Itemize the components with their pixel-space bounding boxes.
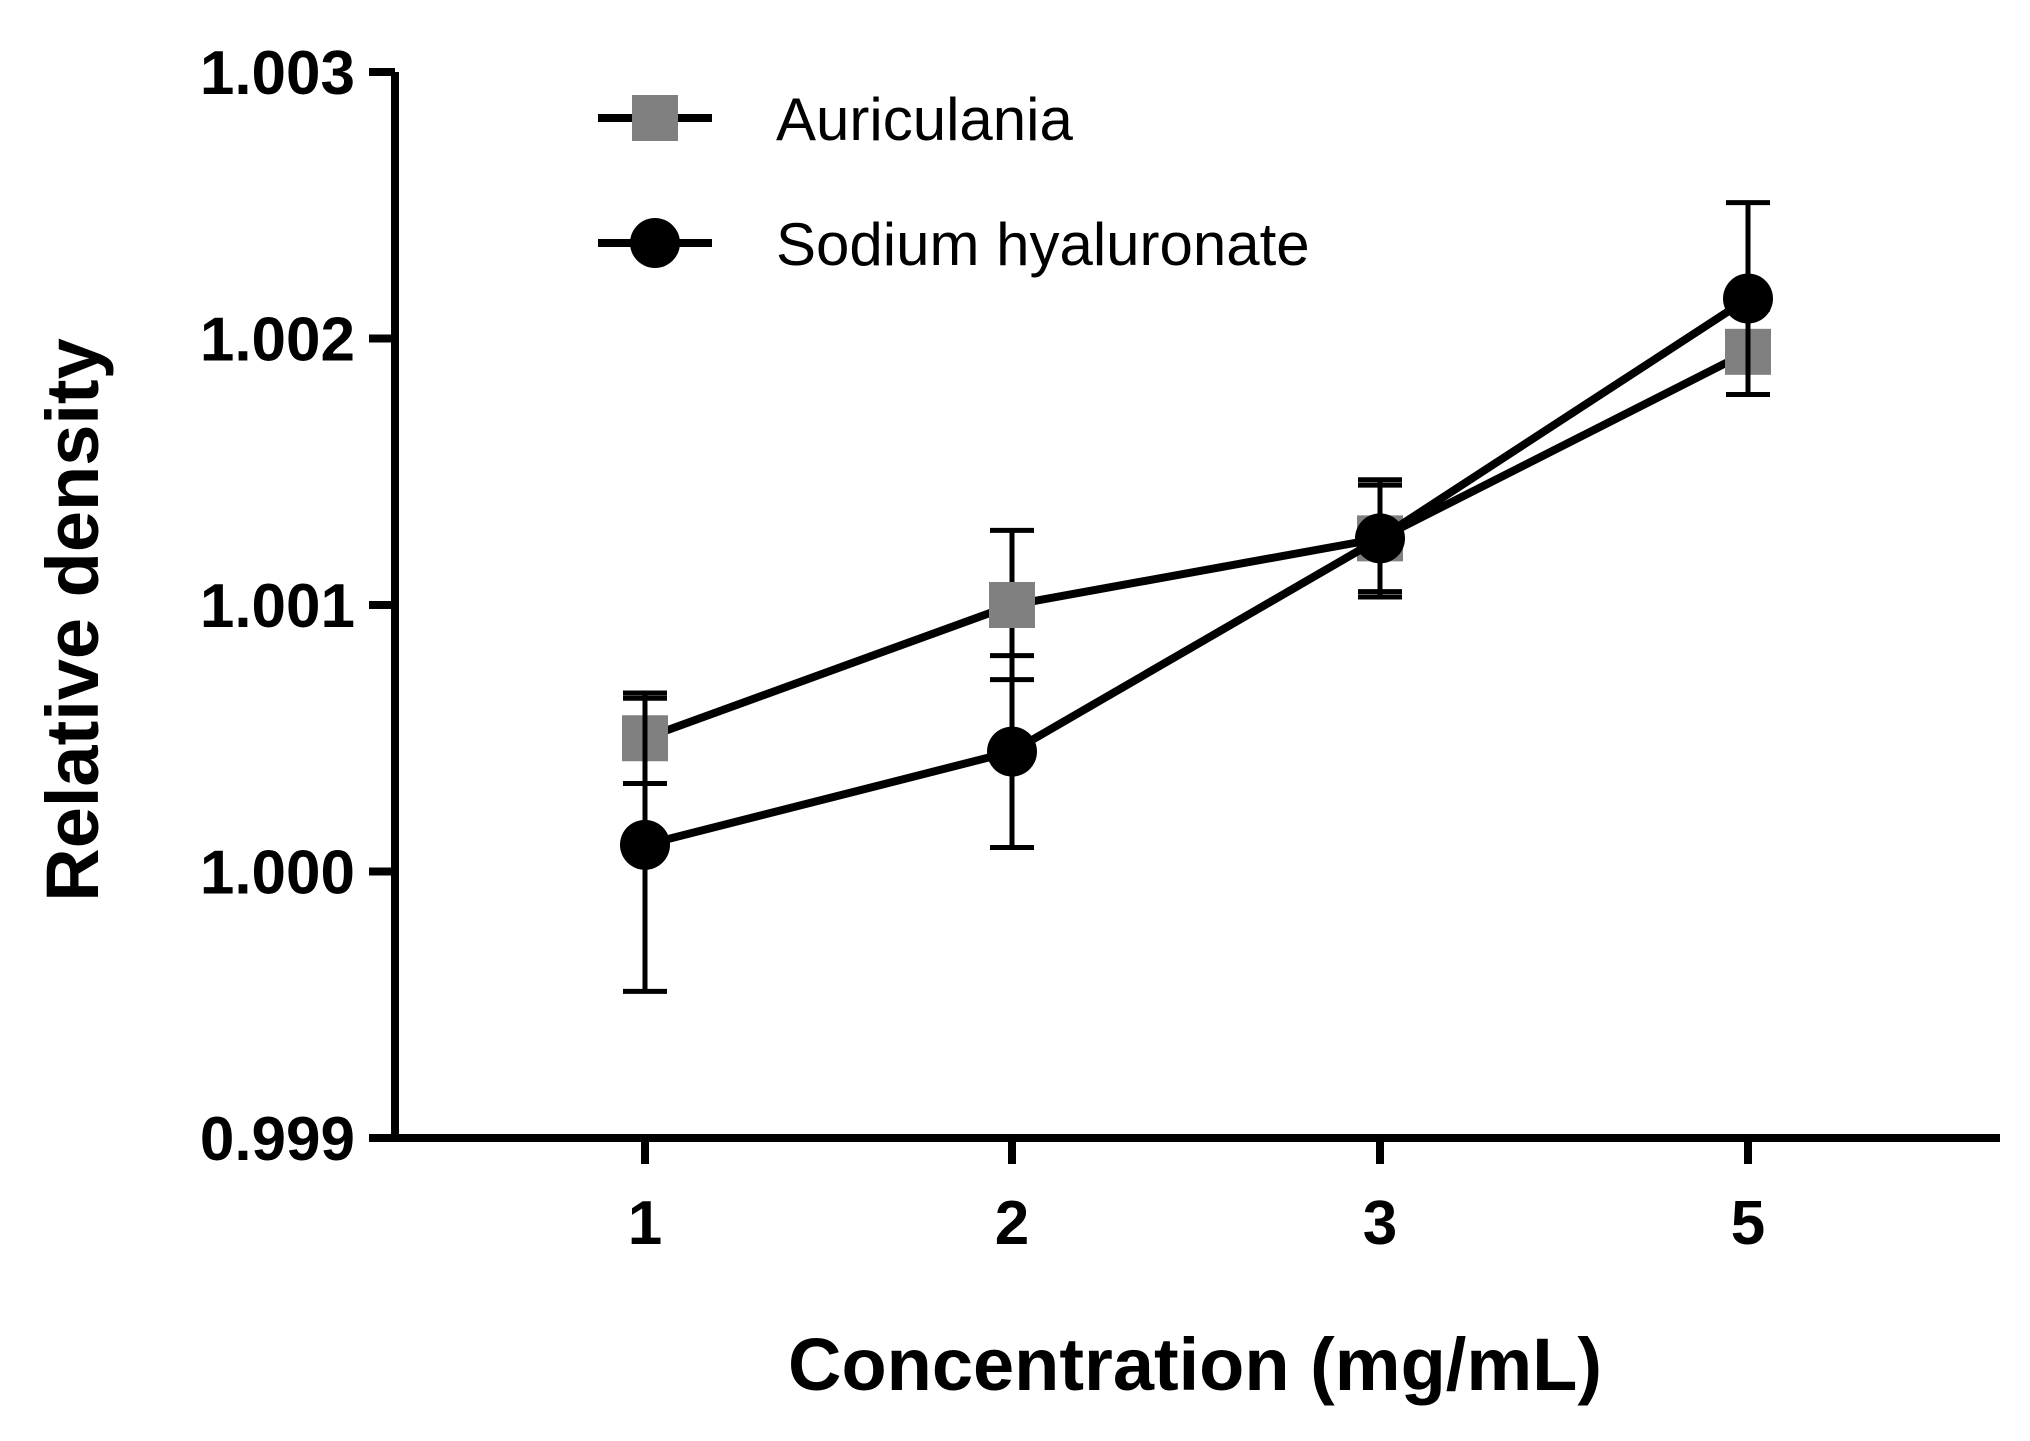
x-axis: 1 2 3 5 [391,1134,2000,1258]
y-tick-label: 1.002 [200,306,355,375]
y-tick-label: 0.999 [200,1105,355,1174]
legend-marker-circle [630,218,680,268]
series-sodium-hyaluronate [620,200,1773,994]
data-point-circle [987,726,1037,777]
y-axis-title: Relative density [31,338,114,901]
x-axis-title: Concentration (mg/mL) [788,1323,1602,1406]
legend-label: Auriculania [776,86,1073,153]
y-tick-label: 1.000 [200,839,355,908]
y-tick-label: 1.003 [200,39,355,108]
y-tick-label: 1.001 [200,572,355,641]
y-axis: 0.999 1.000 1.001 1.002 1.003 [200,39,399,1174]
series-line [644,295,1751,849]
x-tick-label: 5 [1731,1189,1765,1258]
data-point-circle [1723,273,1773,324]
x-tick-label: 3 [1363,1189,1397,1258]
legend-label: Sodium hyaluronate [776,211,1310,278]
plot-area [620,200,1773,994]
x-tick-label: 1 [628,1189,662,1258]
data-point-circle [620,819,670,870]
data-point-square [989,582,1035,628]
legend-item: Sodium hyaluronate [598,211,1310,278]
series-line [643,348,1750,743]
legend-item: Auriculania [598,86,1073,153]
legend: Auriculania Sodium hyaluronate [598,86,1310,278]
legend-marker-square [632,95,678,141]
x-tick-label: 2 [995,1189,1029,1258]
data-point-circle [1355,513,1405,564]
series-auricularia [622,306,1771,787]
